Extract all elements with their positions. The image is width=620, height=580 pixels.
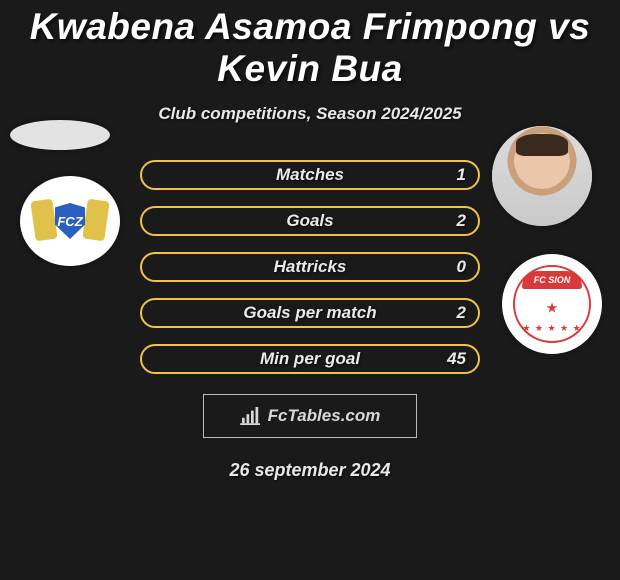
stat-label: Min per goal: [140, 344, 480, 374]
bar-chart-icon: [240, 407, 262, 425]
club-left-logo: FCZ: [20, 176, 120, 266]
page-title: Kwabena Asamoa Frimpong vs Kevin Bua: [0, 0, 620, 90]
player-left-name: Kwabena Asamoa Frimpong: [30, 6, 538, 47]
player-right-name: Kevin Bua: [217, 48, 402, 89]
player-right-avatar: [492, 126, 592, 226]
stat-label: Goals per match: [140, 298, 480, 328]
stat-value-right: 0: [457, 252, 466, 282]
club-left-abbr: FCZ: [55, 203, 85, 239]
stat-label: Goals: [140, 206, 480, 236]
date-text: 26 september 2024: [0, 460, 620, 481]
stat-label: Hattricks: [140, 252, 480, 282]
stat-value-right: 45: [447, 344, 466, 374]
player-left-avatar: [10, 120, 110, 150]
stat-row: Min per goal45: [140, 344, 480, 374]
comparison-card: Kwabena Asamoa Frimpong vs Kevin Bua Clu…: [0, 0, 620, 580]
club-right-abbr: FC SION: [522, 271, 581, 289]
brand-name: FcTables.com: [268, 406, 381, 426]
stat-value-right: 2: [457, 206, 466, 236]
stat-value-right: 2: [457, 298, 466, 328]
stat-row: Goals per match2: [140, 298, 480, 328]
stat-value-right: 1: [457, 160, 466, 190]
vs-text: vs: [548, 6, 590, 47]
subtitle: Club competitions, Season 2024/2025: [0, 104, 620, 124]
stat-row: Matches1: [140, 160, 480, 190]
stat-label: Matches: [140, 160, 480, 190]
stat-row: Goals2: [140, 206, 480, 236]
stat-row: Hattricks0: [140, 252, 480, 282]
club-right-logo: FC SION ★ ★ ★ ★ ★ ★: [502, 254, 602, 354]
brand-badge[interactable]: FcTables.com: [203, 394, 417, 438]
